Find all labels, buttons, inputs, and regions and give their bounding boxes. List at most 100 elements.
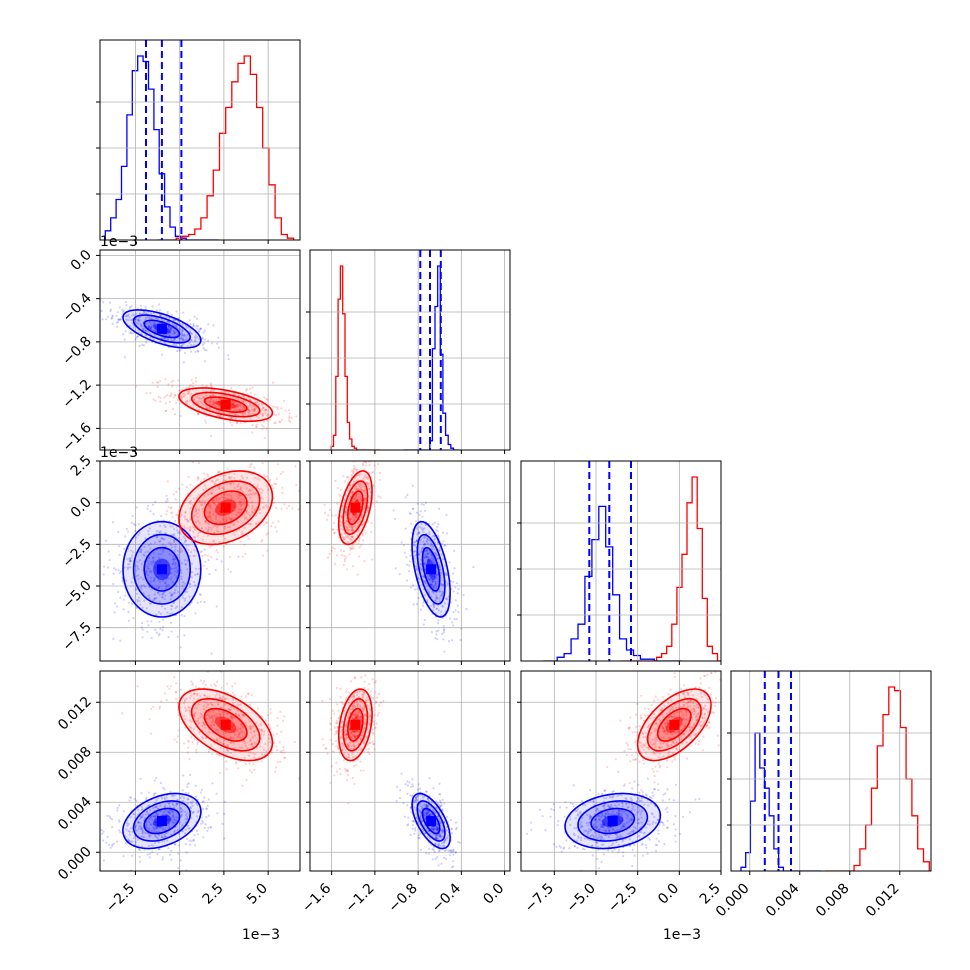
scatter-point xyxy=(222,742,225,745)
scatter-point xyxy=(112,637,115,641)
scatter-point xyxy=(335,686,338,690)
scatter-point xyxy=(344,480,347,483)
scatter-point xyxy=(239,540,242,543)
scatter-point xyxy=(215,738,219,741)
scatter-point xyxy=(197,494,200,497)
scatter-point xyxy=(427,810,430,813)
scatter-point xyxy=(158,327,161,330)
scatter-point xyxy=(154,500,157,503)
scatter-point xyxy=(432,545,435,548)
scatter-point xyxy=(432,827,435,830)
scatter-point xyxy=(199,328,202,331)
scatter-point xyxy=(167,810,170,813)
scatter-point xyxy=(202,488,205,492)
scatter-point xyxy=(189,495,192,498)
scatter-point xyxy=(208,714,211,717)
scatter-point xyxy=(340,730,343,733)
scatter-point xyxy=(427,852,430,855)
scatter-point xyxy=(362,507,365,510)
scatter-point xyxy=(215,792,218,795)
scatter-point xyxy=(206,516,209,519)
scatter-point xyxy=(157,326,160,329)
scatter-point xyxy=(171,543,174,546)
scatter-point xyxy=(253,741,256,745)
scatter-point xyxy=(136,566,139,570)
scatter-point xyxy=(171,407,174,411)
scatter-point xyxy=(352,713,355,717)
scatter-point xyxy=(112,842,115,846)
scatter-point xyxy=(194,350,197,353)
scatter-point xyxy=(249,391,252,395)
scatter-point xyxy=(357,452,359,454)
scatter-point xyxy=(181,483,184,486)
scatter-point xyxy=(203,329,206,332)
scatter-point xyxy=(176,635,179,639)
scatter-point xyxy=(174,548,177,552)
scatter-point xyxy=(229,714,232,717)
scatter-point xyxy=(149,547,152,550)
scatter-point xyxy=(376,447,378,449)
scatter-point xyxy=(148,808,152,811)
scatter-point xyxy=(223,735,226,738)
scatter-point xyxy=(172,539,175,542)
scatter-point xyxy=(406,493,409,497)
scatter-point xyxy=(432,819,435,822)
scatter-point xyxy=(239,405,242,408)
scatter-point xyxy=(457,588,460,591)
density-peak xyxy=(669,719,680,730)
scatter-point xyxy=(359,505,362,509)
scatter-point xyxy=(437,523,440,526)
scatter-point xyxy=(435,825,438,828)
scatter-point xyxy=(238,733,241,736)
scatter-point xyxy=(457,611,460,614)
scatter-point xyxy=(208,515,211,518)
scatter-point xyxy=(238,727,241,730)
scatter-point xyxy=(357,506,360,510)
scatter-point xyxy=(128,799,131,802)
scatter-point xyxy=(136,560,139,564)
scatter-point xyxy=(429,604,432,607)
scatter-point xyxy=(192,838,195,842)
scatter-point xyxy=(159,400,162,403)
scatter-point xyxy=(210,400,213,403)
scatter-point xyxy=(203,694,206,697)
scatter-point xyxy=(425,569,429,572)
scatter-point xyxy=(177,844,180,847)
scatter-point xyxy=(233,404,236,407)
scatter-point xyxy=(182,535,185,538)
scatter-point xyxy=(118,572,121,575)
scatter-point xyxy=(179,389,182,392)
scatter-point xyxy=(430,630,434,634)
scatter-point xyxy=(209,398,212,401)
scatter-point xyxy=(349,680,353,683)
scatter-point xyxy=(206,530,210,533)
scatter-point xyxy=(350,547,354,551)
scatter-point xyxy=(440,835,443,838)
scatter-point xyxy=(180,344,183,347)
scatter-point xyxy=(258,728,261,731)
scatter-point xyxy=(169,326,172,329)
scatter-point xyxy=(164,332,167,335)
scatter-point xyxy=(155,596,158,600)
scatter-point xyxy=(158,530,161,534)
scatter-point xyxy=(186,590,189,594)
scatter-point xyxy=(223,703,226,706)
scatter-point xyxy=(159,580,162,583)
scatter-point xyxy=(423,814,426,818)
scatter-point xyxy=(205,487,208,490)
scatter-point xyxy=(192,810,195,813)
scatter-point xyxy=(155,325,158,328)
scatter-point xyxy=(427,812,430,815)
scatter-point xyxy=(154,327,157,330)
scatter-point xyxy=(196,395,199,398)
scatter-point xyxy=(133,797,136,801)
scatter-point xyxy=(131,322,134,325)
scatter-point xyxy=(432,846,435,849)
scatter-point xyxy=(191,571,194,574)
scatter-point xyxy=(174,562,177,565)
scatter-point xyxy=(258,511,262,514)
scatter-point xyxy=(183,334,186,337)
scatter-point xyxy=(215,558,218,561)
scatter-point xyxy=(431,579,434,582)
scatter-point xyxy=(147,326,150,329)
